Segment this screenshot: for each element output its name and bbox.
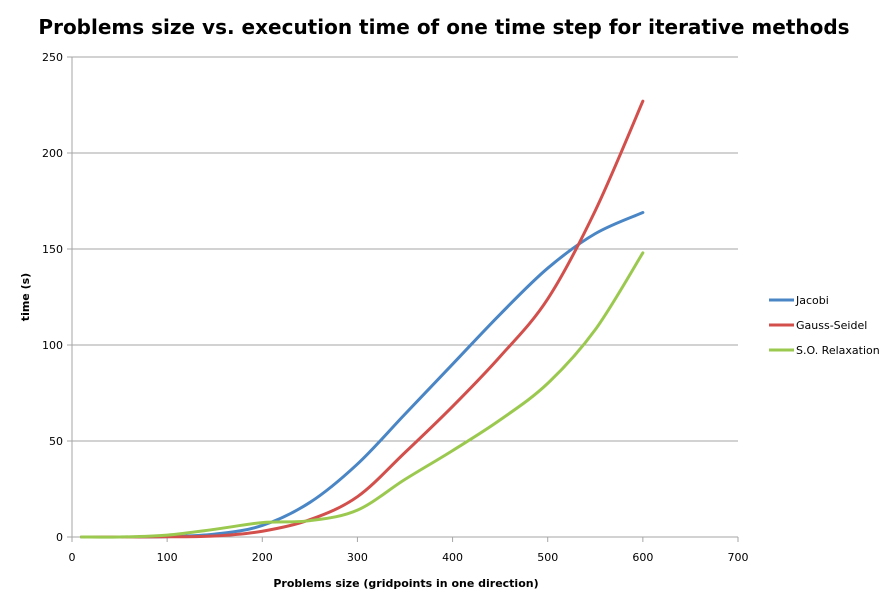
series-lines xyxy=(80,99,645,539)
y-tick-label: 150 xyxy=(42,243,63,256)
x-tick-label: 600 xyxy=(632,551,653,564)
legend-label-jacobi: Jacobi xyxy=(795,294,829,307)
y-tick-label: 250 xyxy=(42,51,63,64)
y-tick-label: 50 xyxy=(49,435,63,448)
y-axis-title: time (s) xyxy=(19,273,32,321)
x-tick-label: 400 xyxy=(442,551,463,564)
x-tick-label: 500 xyxy=(537,551,558,564)
x-tick-label: 100 xyxy=(157,551,178,564)
legend-label-s-o-relaxation: S.O. Relaxation xyxy=(796,344,880,357)
legend: Jacobi Gauss-Seidel S.O. Relaxation xyxy=(769,294,880,357)
y-tick-labels: 0 50 100 150 200 250 xyxy=(42,51,63,544)
y-tick-label: 200 xyxy=(42,147,63,160)
series-line-s-o-relaxation xyxy=(80,251,645,539)
x-tick-label: 700 xyxy=(728,551,749,564)
legend-label-gauss-seidel: Gauss-Seidel xyxy=(796,319,867,332)
x-tick-label: 200 xyxy=(252,551,273,564)
x-tick-label: 300 xyxy=(347,551,368,564)
y-tick-label: 100 xyxy=(42,339,63,352)
x-tick-labels: 0 100 200 300 400 500 600 700 xyxy=(69,551,749,564)
x-axis-title: Problems size (gridpoints in one directi… xyxy=(273,577,538,590)
x-tick-label: 0 xyxy=(69,551,76,564)
axes xyxy=(67,56,739,542)
series-line-gauss-seidel xyxy=(80,99,645,539)
chart-title: Problems size vs. execution time of one … xyxy=(38,15,849,39)
gridlines xyxy=(72,56,738,442)
y-tick-label: 0 xyxy=(56,531,63,544)
